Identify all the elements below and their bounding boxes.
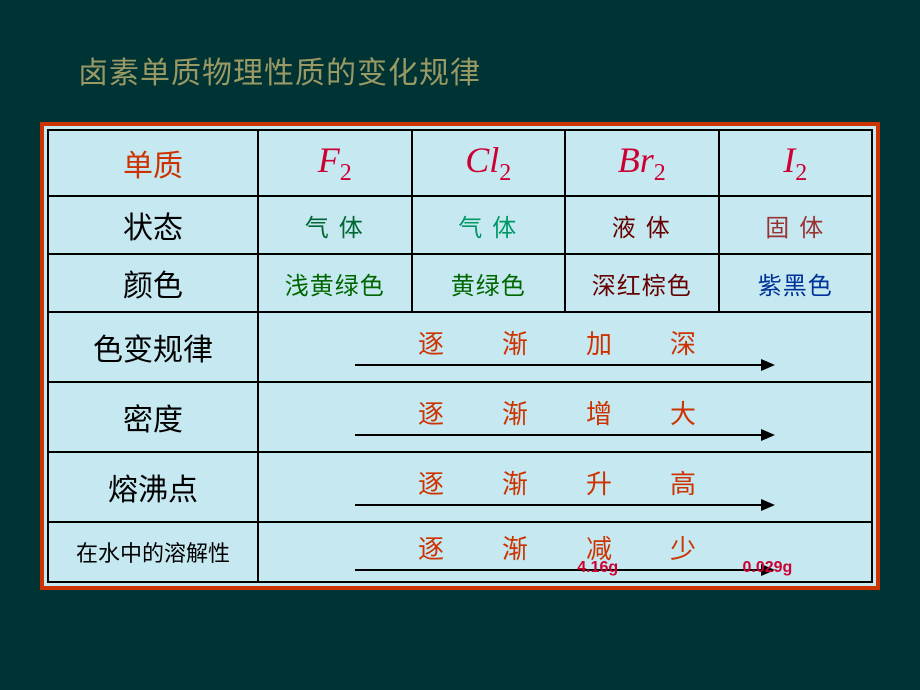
trend-text: 逐 渐 加 深 xyxy=(418,324,712,361)
melt-row: 熔沸点 逐 渐 升 高 xyxy=(48,452,872,522)
formula: F2 xyxy=(318,140,352,180)
melt-label: 熔沸点 xyxy=(48,452,258,522)
trend-text: 逐 渐 减 少 xyxy=(418,529,712,566)
trend-text: 逐 渐 升 高 xyxy=(418,464,712,501)
color-label: 颜色 xyxy=(48,254,258,312)
color-f2: 浅黄绿色 xyxy=(258,254,412,312)
trend-color-label: 色变规律 xyxy=(48,312,258,382)
solubility-cell: 逐 渐 减 少 4.16g 0.029g xyxy=(258,522,872,582)
label-text: 单质 xyxy=(123,150,183,183)
label-text: 密度 xyxy=(123,404,183,437)
label-text: 颜色 xyxy=(123,270,183,303)
value: 气 体 xyxy=(458,216,518,242)
trend-box: 逐 渐 减 少 4.16g 0.029g xyxy=(259,523,871,581)
color-row: 颜色 浅黄绿色 黄绿色 深红棕色 紫黑色 xyxy=(48,254,872,312)
label-text: 熔沸点 xyxy=(108,474,198,507)
slide: 卤素单质物理性质的变化规律 单质 F2 Cl2 Br2 I2 状态 气 体 气 … xyxy=(0,0,920,690)
slide-title: 卤素单质物理性质的变化规律 xyxy=(78,48,481,92)
label-text: 状态 xyxy=(123,212,183,245)
color-cl2: 黄绿色 xyxy=(412,254,566,312)
color-br2: 深红棕色 xyxy=(565,254,719,312)
header-row: 单质 F2 Cl2 Br2 I2 xyxy=(48,130,872,196)
density-label: 密度 xyxy=(48,382,258,452)
header-i2: I2 xyxy=(719,130,873,196)
formula: I2 xyxy=(783,140,807,180)
header-cl2: Cl2 xyxy=(412,130,566,196)
density-cell: 逐 渐 增 大 xyxy=(258,382,872,452)
value: 液 体 xyxy=(612,216,672,242)
footnote-2: 0.029g xyxy=(742,559,792,577)
state-f2: 气 体 xyxy=(258,196,412,254)
arrow-icon xyxy=(355,499,775,511)
solubility-label: 在水中的溶解性 xyxy=(48,522,258,582)
value: 紫黑色 xyxy=(758,274,833,300)
trend-box: 逐 渐 增 大 xyxy=(259,383,871,451)
trend-color-cell: 逐 渐 加 深 xyxy=(258,312,872,382)
density-row: 密度 逐 渐 增 大 xyxy=(48,382,872,452)
solubility-row: 在水中的溶解性 逐 渐 减 少 4.16g 0.029g xyxy=(48,522,872,582)
label-text: 在水中的溶解性 xyxy=(76,541,230,566)
formula: Cl2 xyxy=(465,140,511,180)
label-text: 色变规律 xyxy=(93,334,213,367)
trend-color-row: 色变规律 逐 渐 加 深 xyxy=(48,312,872,382)
state-cl2: 气 体 xyxy=(412,196,566,254)
state-label: 状态 xyxy=(48,196,258,254)
header-label: 单质 xyxy=(48,130,258,196)
trend-box: 逐 渐 升 高 xyxy=(259,453,871,521)
arrow-icon xyxy=(355,359,775,371)
state-row: 状态 气 体 气 体 液 体 固 体 xyxy=(48,196,872,254)
arrow-icon xyxy=(355,564,775,576)
arrow-icon xyxy=(355,429,775,441)
formula: Br2 xyxy=(618,140,666,180)
value: 浅黄绿色 xyxy=(285,274,385,300)
value: 固 体 xyxy=(765,216,825,242)
melt-cell: 逐 渐 升 高 xyxy=(258,452,872,522)
value: 深红棕色 xyxy=(592,274,692,300)
properties-table: 单质 F2 Cl2 Br2 I2 状态 气 体 气 体 液 体 固 体 颜色 浅… xyxy=(40,122,880,590)
footnote-1: 4.16g xyxy=(577,559,618,577)
state-br2: 液 体 xyxy=(565,196,719,254)
state-i2: 固 体 xyxy=(719,196,873,254)
trend-box: 逐 渐 加 深 xyxy=(259,313,871,381)
trend-text: 逐 渐 增 大 xyxy=(418,394,712,431)
value: 气 体 xyxy=(305,216,365,242)
color-i2: 紫黑色 xyxy=(719,254,873,312)
value: 黄绿色 xyxy=(451,274,526,300)
table: 单质 F2 Cl2 Br2 I2 状态 气 体 气 体 液 体 固 体 颜色 浅… xyxy=(47,129,873,583)
header-br2: Br2 xyxy=(565,130,719,196)
header-f2: F2 xyxy=(258,130,412,196)
